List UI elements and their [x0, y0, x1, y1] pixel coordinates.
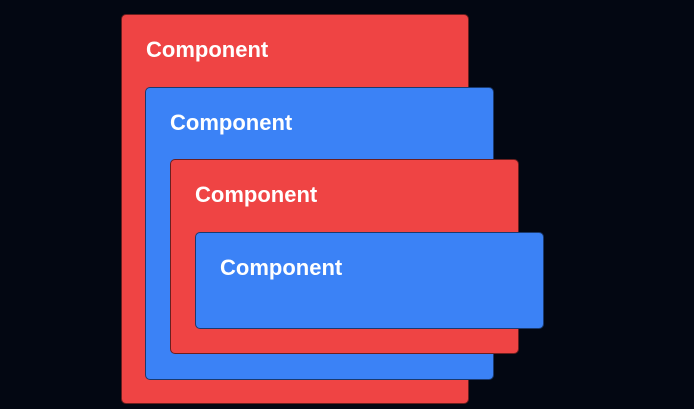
component-box-level-4: Component	[195, 232, 544, 329]
component-label: Component	[220, 255, 343, 280]
component-label: Component	[146, 37, 269, 62]
component-label: Component	[195, 182, 318, 207]
component-label: Component	[170, 110, 293, 135]
